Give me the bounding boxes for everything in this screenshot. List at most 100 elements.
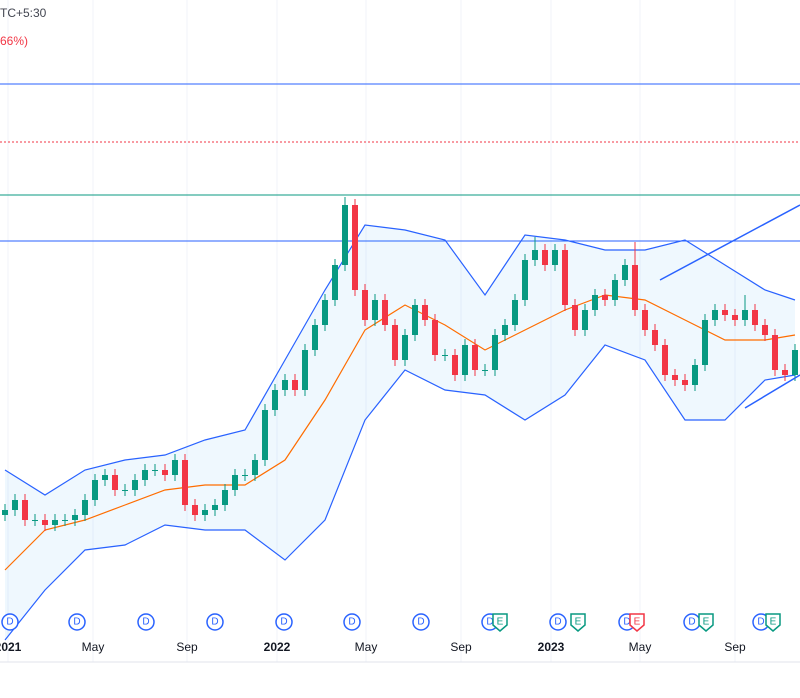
candle-body — [582, 310, 588, 330]
event-badge — [698, 613, 714, 632]
event-badge — [570, 613, 586, 632]
candle-body — [412, 305, 418, 335]
candle-body — [552, 250, 558, 265]
x-tick-label: Sep — [724, 640, 746, 654]
band-line — [4, 224, 796, 496]
event-label: D — [280, 617, 287, 628]
candle-body — [32, 520, 38, 521]
x-tick-label: 2023 — [538, 640, 565, 654]
candle-body — [72, 515, 78, 520]
candle-body — [782, 370, 788, 375]
candle-body — [562, 250, 568, 305]
trend-line — [659, 204, 800, 281]
candle-body — [762, 325, 768, 335]
candle-body — [142, 470, 148, 480]
candle-body — [192, 505, 198, 515]
candle-body — [132, 480, 138, 490]
candle-body — [472, 345, 478, 370]
candle-body — [702, 320, 708, 365]
candle-body — [262, 410, 268, 460]
candle-body — [622, 265, 628, 280]
candle-body — [602, 295, 608, 300]
candle-body — [52, 520, 58, 525]
event-label: D — [6, 617, 13, 628]
candle-body — [772, 335, 778, 370]
candle-body — [732, 315, 738, 320]
event-label: E — [770, 617, 777, 628]
x-tick-label: 2021 — [0, 640, 22, 654]
candle-body — [462, 345, 468, 375]
candle-body — [612, 280, 618, 300]
candle-body — [62, 520, 68, 521]
event-label: D — [554, 617, 561, 628]
candle-body — [692, 365, 698, 385]
candle-body — [722, 310, 728, 315]
candle-body — [182, 460, 188, 505]
candle-body — [22, 500, 28, 520]
timezone: TC+5:30 — [0, 6, 47, 20]
event-badge — [492, 613, 508, 632]
candle-body — [202, 510, 208, 515]
sma-line — [4, 294, 796, 571]
candle-body — [282, 380, 288, 390]
candle-body — [742, 310, 748, 320]
event-badge — [275, 613, 293, 631]
candle-body — [432, 320, 438, 355]
trend-line — [744, 374, 800, 409]
candle-body — [232, 475, 238, 490]
candle-body — [342, 205, 348, 265]
event-label: D — [688, 617, 695, 628]
candle-body — [82, 500, 88, 515]
candle-body — [372, 300, 378, 320]
candle-body — [452, 355, 458, 375]
candle-body — [682, 380, 688, 385]
event-label: D — [211, 617, 218, 628]
event-badge — [765, 613, 781, 632]
candle-body — [532, 250, 538, 260]
candle-body — [522, 260, 528, 300]
candle-body — [652, 330, 658, 345]
event-badge — [343, 613, 361, 631]
x-tick-label: Sep — [450, 640, 472, 654]
event-label: D — [757, 617, 764, 628]
candle-body — [792, 350, 798, 375]
candle-body — [252, 460, 258, 475]
candle-body — [242, 475, 248, 476]
event-badge — [206, 613, 224, 631]
candle-body — [212, 505, 218, 510]
candle-body — [272, 390, 278, 410]
event-label: D — [73, 617, 80, 628]
candle-body — [662, 345, 668, 375]
candle-body — [302, 350, 308, 390]
band-line — [4, 344, 796, 641]
event-badge — [1, 613, 19, 631]
candle-body — [752, 310, 758, 325]
candle-body — [542, 250, 548, 265]
candle-body — [422, 305, 428, 320]
candle-body — [12, 500, 18, 510]
candle-body — [442, 355, 448, 356]
candle-body — [502, 325, 508, 335]
candle-body — [222, 490, 228, 505]
event-label: D — [348, 617, 355, 628]
candle-body — [382, 300, 388, 325]
x-tick-label: May — [629, 640, 652, 654]
candle-body — [402, 335, 408, 360]
event-badge — [68, 613, 86, 631]
candle-body — [592, 295, 598, 310]
event-label: D — [417, 617, 424, 628]
band-fill — [5, 225, 795, 640]
event-label: E — [497, 617, 504, 628]
candle-body — [572, 305, 578, 330]
x-tick-label: May — [82, 640, 105, 654]
event-label: D — [142, 617, 149, 628]
candle-body — [112, 475, 118, 490]
event-label: D — [486, 617, 493, 628]
candle-body — [482, 370, 488, 371]
candle-body — [312, 325, 318, 350]
candle-body — [152, 470, 158, 471]
candle-body — [292, 380, 298, 390]
candle-body — [632, 265, 638, 310]
event-badge — [412, 613, 430, 631]
